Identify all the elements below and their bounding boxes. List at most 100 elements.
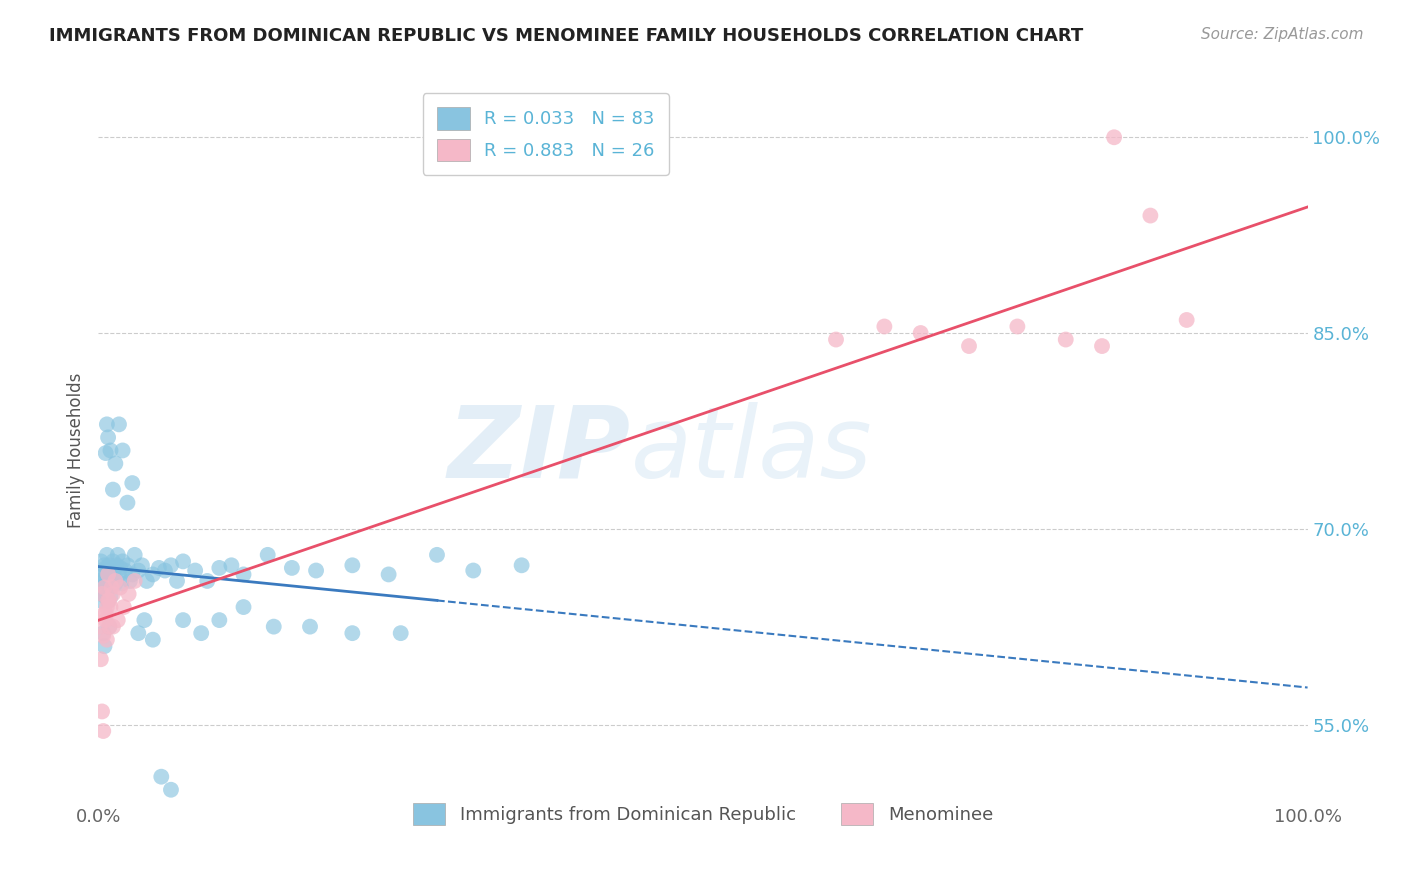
Point bbox=[510, 558, 533, 573]
Text: Source: ZipAtlas.com: Source: ZipAtlas.com bbox=[1201, 27, 1364, 42]
Point bbox=[100, 443, 122, 458]
Point bbox=[108, 561, 131, 575]
Point bbox=[90, 652, 112, 666]
Point bbox=[172, 554, 194, 568]
Point bbox=[96, 600, 118, 615]
Point bbox=[299, 620, 322, 634]
Point bbox=[94, 613, 117, 627]
Point bbox=[91, 564, 114, 578]
Y-axis label: Family Households: Family Households bbox=[66, 373, 84, 528]
Point bbox=[104, 457, 127, 471]
Point bbox=[1007, 319, 1029, 334]
Point bbox=[256, 548, 278, 562]
Point bbox=[825, 333, 848, 347]
Point bbox=[94, 590, 117, 604]
Legend: Immigrants from Dominican Republic, Menominee: Immigrants from Dominican Republic, Meno… bbox=[406, 796, 1000, 832]
Point bbox=[100, 567, 122, 582]
Point bbox=[1102, 130, 1125, 145]
Point bbox=[342, 558, 364, 573]
Point bbox=[232, 567, 254, 582]
Point bbox=[91, 567, 114, 582]
Point bbox=[112, 600, 135, 615]
Point bbox=[957, 339, 980, 353]
Point bbox=[208, 613, 231, 627]
Point bbox=[873, 319, 896, 334]
Point bbox=[98, 581, 121, 595]
Point bbox=[114, 564, 136, 578]
Point bbox=[160, 558, 183, 573]
Point bbox=[97, 430, 120, 444]
Point bbox=[208, 561, 231, 575]
Point bbox=[305, 564, 328, 578]
Point bbox=[108, 417, 131, 432]
Point bbox=[148, 561, 170, 575]
Point bbox=[96, 576, 118, 591]
Point bbox=[1054, 333, 1077, 347]
Point bbox=[93, 558, 115, 573]
Point bbox=[91, 724, 114, 739]
Point bbox=[91, 581, 114, 595]
Point bbox=[101, 554, 124, 568]
Point bbox=[91, 629, 114, 643]
Point bbox=[150, 770, 173, 784]
Point bbox=[108, 581, 131, 595]
Point bbox=[124, 548, 146, 562]
Point bbox=[98, 620, 121, 634]
Point bbox=[166, 574, 188, 588]
Point bbox=[389, 626, 412, 640]
Point bbox=[131, 558, 153, 573]
Point bbox=[160, 782, 183, 797]
Point bbox=[94, 561, 117, 575]
Point bbox=[94, 607, 117, 621]
Point bbox=[111, 443, 134, 458]
Point bbox=[103, 564, 125, 578]
Point bbox=[96, 417, 118, 432]
Point bbox=[89, 574, 111, 588]
Point bbox=[281, 561, 304, 575]
Text: atlas: atlas bbox=[630, 402, 872, 499]
Point bbox=[89, 620, 111, 634]
Point bbox=[91, 587, 114, 601]
Point bbox=[118, 587, 141, 601]
Point bbox=[117, 496, 139, 510]
Text: ZIP: ZIP bbox=[447, 402, 630, 499]
Point bbox=[98, 558, 121, 573]
Point bbox=[1175, 313, 1198, 327]
Point bbox=[97, 593, 120, 607]
Point bbox=[127, 626, 149, 640]
Point bbox=[100, 581, 122, 595]
Point bbox=[172, 613, 194, 627]
Text: IMMIGRANTS FROM DOMINICAN REPUBLIC VS MENOMINEE FAMILY HOUSEHOLDS CORRELATION CH: IMMIGRANTS FROM DOMINICAN REPUBLIC VS ME… bbox=[49, 27, 1084, 45]
Point bbox=[91, 626, 114, 640]
Point bbox=[118, 574, 141, 588]
Point bbox=[121, 567, 143, 582]
Point bbox=[90, 593, 112, 607]
Point bbox=[153, 564, 176, 578]
Point bbox=[221, 558, 243, 573]
Point bbox=[426, 548, 449, 562]
Point bbox=[93, 607, 115, 621]
Point bbox=[93, 581, 115, 595]
Point bbox=[142, 567, 165, 582]
Point bbox=[100, 574, 122, 588]
Point bbox=[93, 639, 115, 653]
Point bbox=[910, 326, 932, 340]
Point bbox=[463, 564, 485, 578]
Point bbox=[107, 613, 129, 627]
Point bbox=[101, 620, 124, 634]
Point bbox=[107, 548, 129, 562]
Point bbox=[96, 632, 118, 647]
Point bbox=[93, 574, 115, 588]
Point bbox=[1091, 339, 1114, 353]
Point bbox=[142, 632, 165, 647]
Point bbox=[91, 705, 114, 719]
Point bbox=[101, 483, 124, 497]
Point bbox=[96, 548, 118, 562]
Point bbox=[232, 600, 254, 615]
Point bbox=[134, 613, 156, 627]
Point bbox=[1139, 209, 1161, 223]
Point bbox=[91, 587, 114, 601]
Point bbox=[127, 564, 149, 578]
Point bbox=[111, 554, 134, 568]
Point bbox=[90, 554, 112, 568]
